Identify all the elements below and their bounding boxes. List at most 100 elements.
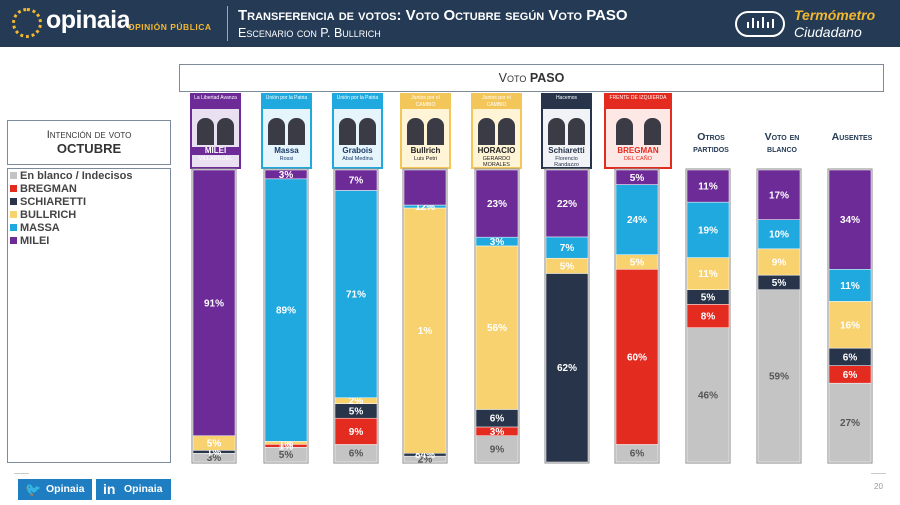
data-label: 46% [698,390,718,401]
candidate-ballot: La Libertad Avanza MILEI VILLARRUEL [190,93,241,169]
bar-segment [475,169,519,238]
candidate-ballot: Juntos por el CAMBIO HORACIO GERARDO MORAL… [471,93,522,169]
data-label: 56% [487,323,507,334]
candidate-running-mate: Abal Medina [342,156,373,162]
data-label: 89% [276,306,296,317]
label-ausentes: Ausentes [822,131,882,143]
data-label: 7% [560,243,575,254]
data-label: 24% [627,215,647,226]
label-line1: Ausentes [831,131,873,143]
legend-title-line1: Intención de voto [46,129,132,141]
ballot-header: Juntos por el CAMBIO [473,95,520,109]
label-voto-en-blanco: Voto en blanco [752,131,812,155]
bar-segment [828,169,872,270]
legend-label: BULLRICH [20,208,77,221]
data-label: 5% [560,261,575,272]
data-label: 10% [769,230,789,241]
candidate-ballot: Unión por la Patria Grabois Abal Medina [332,93,383,169]
data-label: 22% [557,199,577,210]
data-label: 9% [349,427,364,438]
data-label: 8% [701,312,716,323]
logo-text: opinaia [46,6,131,34]
data-label: 12% [415,202,435,213]
bar-segment [828,301,872,349]
candidate-ballot: Hacemos Schiaretti Florencio Randazzo [541,93,592,169]
data-label: 6% [630,449,645,460]
data-label: 27% [840,418,860,429]
legend-item: MASSA [8,221,170,234]
data-label: 5% [630,257,645,268]
legend-item: BULLRICH [8,208,170,221]
bar-segment [403,207,447,454]
label-line1: Otros [697,131,725,143]
candidate-ballot: Juntos por el CAMBIO Bullrich Luis Petri [400,93,451,169]
legend-item: MILEI [8,234,170,247]
ballot-header: Juntos por el CAMBIO [402,95,449,109]
header-divider [227,6,228,41]
legend-title-box: Intención de voto OCTUBRE [7,120,171,165]
label-line2: partidos [693,143,729,155]
bar-segment [686,169,730,203]
candidate-running-mate: Rossi [279,156,294,162]
data-label: 17% [769,190,789,201]
candidate-name: HORACIO [473,147,520,155]
data-label: 6% [490,414,505,425]
bar-segment [545,273,589,463]
candidate-running-mate: Florencio Randazzo [554,156,579,168]
bar-segment [334,417,378,445]
data-label: 84% [415,450,435,461]
candidate-running-mate: DEL CAÑO [624,156,652,162]
bar-segment [264,178,308,442]
data-label: 5% [279,450,294,461]
data-label: 5% [349,406,364,417]
data-label: 6% [843,352,858,363]
data-label: 5% [207,439,222,450]
twitter-button[interactable]: 🐦 Opinaia [18,479,92,500]
candidate-name: Bullrich [402,147,449,155]
candidate-photos [267,118,306,145]
legend-swatch [10,224,17,231]
legend-label: En blanco / Indecisos [20,169,133,182]
data-label: 1% [418,326,433,337]
bar-segment [545,169,589,238]
data-label: 3% [490,427,505,438]
footer-rule-right [871,473,886,474]
data-label: 2% [349,396,364,407]
data-label: 34% [840,215,860,226]
ballot-header: La Libertad Avanza [192,95,239,109]
candidate-ballot: Unión por la Patria Massa Rossi [261,93,312,169]
bar-segment [264,169,308,180]
data-label: 5% [772,278,787,289]
ballot-header: Unión por la Patria [334,95,381,109]
bar-segment [475,245,519,410]
candidate-photos [477,118,516,145]
logo-subtitle: OPINIÓN PÚBLICA [128,22,212,32]
data-label: 6% [349,449,364,460]
legend-item: BREGMAN [8,182,170,195]
data-label: 5% [630,173,645,184]
bar-segment [757,289,801,463]
candidate-photos [338,118,377,145]
data-label: 11% [698,182,718,193]
ballot-header: Unión por la Patria [263,95,310,109]
candidate-name: Massa [263,147,310,155]
legend-swatch [10,237,17,244]
linkedin-icon: in [103,481,116,497]
twitter-label: Opinaia [46,483,85,495]
data-label: 11% [840,281,860,292]
label-line2: blanco [767,143,797,155]
candidate-name: Grabois [334,147,381,155]
data-label: 11% [698,269,718,280]
candidate-photos [610,118,666,145]
candidate-running-mate: GERARDO MORALES [482,156,511,168]
linkedin-button[interactable]: in Opinaia [96,479,171,500]
legend-label: BREGMAN [20,182,77,195]
data-label: 19% [698,225,718,236]
data-label: 62% [557,363,577,374]
ballot-header: FRENTE DE IZQUIERDA [606,95,670,109]
candidate-running-mate: VILLARRUEL [198,156,233,162]
data-label: 59% [769,371,789,382]
brand-line2: Ciudadano [794,24,862,40]
linkedin-label: Opinaia [124,483,163,495]
